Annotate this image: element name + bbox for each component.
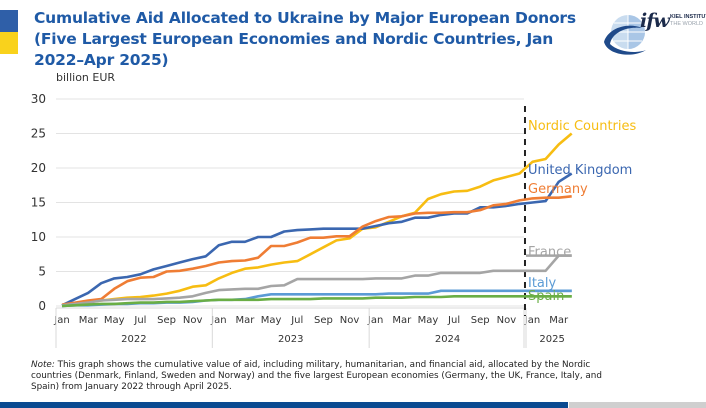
y-tick-label: 25 bbox=[31, 127, 46, 141]
globe-icon bbox=[604, 15, 646, 55]
series-label-france: France bbox=[528, 245, 571, 260]
x-tick-label: Jan bbox=[210, 315, 226, 326]
flag-yellow-stripe bbox=[0, 32, 18, 54]
x-tick-label: Jul bbox=[447, 315, 460, 326]
year-label: 2024 bbox=[435, 334, 460, 345]
y-tick-label: 15 bbox=[31, 196, 46, 210]
series-label-nordic-countries: Nordic Countries bbox=[528, 119, 636, 134]
series-line-spain bbox=[61, 294, 572, 308]
x-tick-label: Sep bbox=[157, 315, 176, 326]
series-line-france bbox=[61, 254, 572, 307]
y-axis-unit-label: billion EUR bbox=[56, 71, 116, 84]
ukraine-flag-icon bbox=[0, 10, 18, 54]
series-line-nordic-countries bbox=[61, 132, 573, 307]
series-label-united-kingdom: United Kingdom bbox=[528, 163, 632, 178]
x-tick-label: Mar bbox=[236, 315, 256, 326]
x-tick-label: May bbox=[104, 315, 125, 326]
x-tick-label: Nov bbox=[340, 315, 360, 326]
series-lines bbox=[61, 132, 573, 308]
logo-institute-text: KIEL INSTITUTE THE WORLD bbox=[670, 14, 706, 27]
x-tick-label: Jan bbox=[367, 315, 383, 326]
x-tick-label: Sep bbox=[314, 315, 333, 326]
footer-bar-grey bbox=[569, 402, 706, 408]
x-tick-label: Jan bbox=[53, 315, 69, 326]
series-labels: Nordic Countries United Kingdom Germany Fra… bbox=[528, 119, 636, 304]
x-tick-label: Mar bbox=[392, 315, 412, 326]
series-line-germany bbox=[61, 195, 572, 306]
year-label: 2023 bbox=[278, 334, 303, 345]
y-tick-label: 5 bbox=[38, 265, 46, 279]
x-tick-label: May bbox=[418, 315, 439, 326]
year-label: 2025 bbox=[539, 334, 564, 345]
y-tick-label: 30 bbox=[31, 92, 46, 106]
y-tick-label: 10 bbox=[31, 230, 46, 244]
x-tick-label: Mar bbox=[79, 315, 99, 326]
x-tick-label: Jul bbox=[290, 315, 303, 326]
logo-ifw-text: ifw bbox=[640, 10, 670, 32]
chart-note: Note: This graph shows the cumulative va… bbox=[31, 360, 602, 392]
x-tick-label: Jul bbox=[133, 315, 146, 326]
x-tick-label: Jan bbox=[524, 315, 540, 326]
y-tick-label: 20 bbox=[31, 161, 46, 175]
series-label-germany: Germany bbox=[528, 182, 588, 197]
y-axis-ticks: 0 5 10 15 20 25 30 bbox=[31, 92, 46, 313]
series-label-spain: Spain bbox=[528, 289, 564, 304]
series-line-united-kingdom bbox=[61, 172, 573, 307]
flag-blue-stripe bbox=[0, 10, 18, 32]
footer-bar-blue bbox=[0, 402, 568, 408]
x-tick-label: Sep bbox=[471, 315, 490, 326]
series-label-italy: Italy bbox=[528, 276, 557, 291]
y-tick-label: 0 bbox=[38, 299, 46, 313]
x-tick-label: May bbox=[261, 315, 282, 326]
ifw-logo: ifw KIEL INSTITUTE THE WORLD bbox=[598, 8, 706, 56]
chart-title: Cumulative Aid Allocated to Ukraine by M… bbox=[34, 9, 576, 69]
x-tick-label: Nov bbox=[183, 315, 203, 326]
gridlines bbox=[56, 98, 524, 307]
x-axis: Jan Mar May Jul Sep Nov Jan Mar May Jul Sep Nov Jan M… bbox=[53, 307, 569, 348]
x-tick-label: Nov bbox=[497, 315, 517, 326]
year-label: 2022 bbox=[121, 334, 146, 345]
x-tick-label: Mar bbox=[549, 315, 569, 326]
